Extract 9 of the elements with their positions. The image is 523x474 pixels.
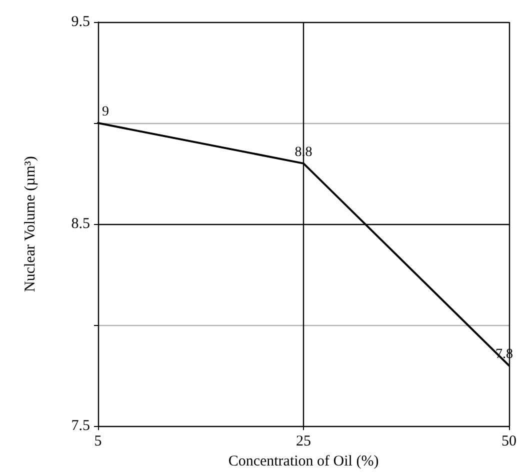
data-label: 9 bbox=[102, 104, 109, 120]
y-axis-title: Nuclear Volume (µm³) bbox=[22, 156, 38, 292]
x-tick-label: 5 bbox=[94, 434, 102, 450]
x-tick-label: 25 bbox=[296, 434, 311, 450]
x-axis-title: Concentration of Oil (%) bbox=[228, 454, 379, 470]
y-tick-label: 8.5 bbox=[71, 216, 90, 232]
y-tick-label: 9.5 bbox=[71, 14, 90, 30]
y-tick-label: 7.5 bbox=[71, 418, 90, 434]
x-tick-label: 50 bbox=[502, 434, 516, 450]
